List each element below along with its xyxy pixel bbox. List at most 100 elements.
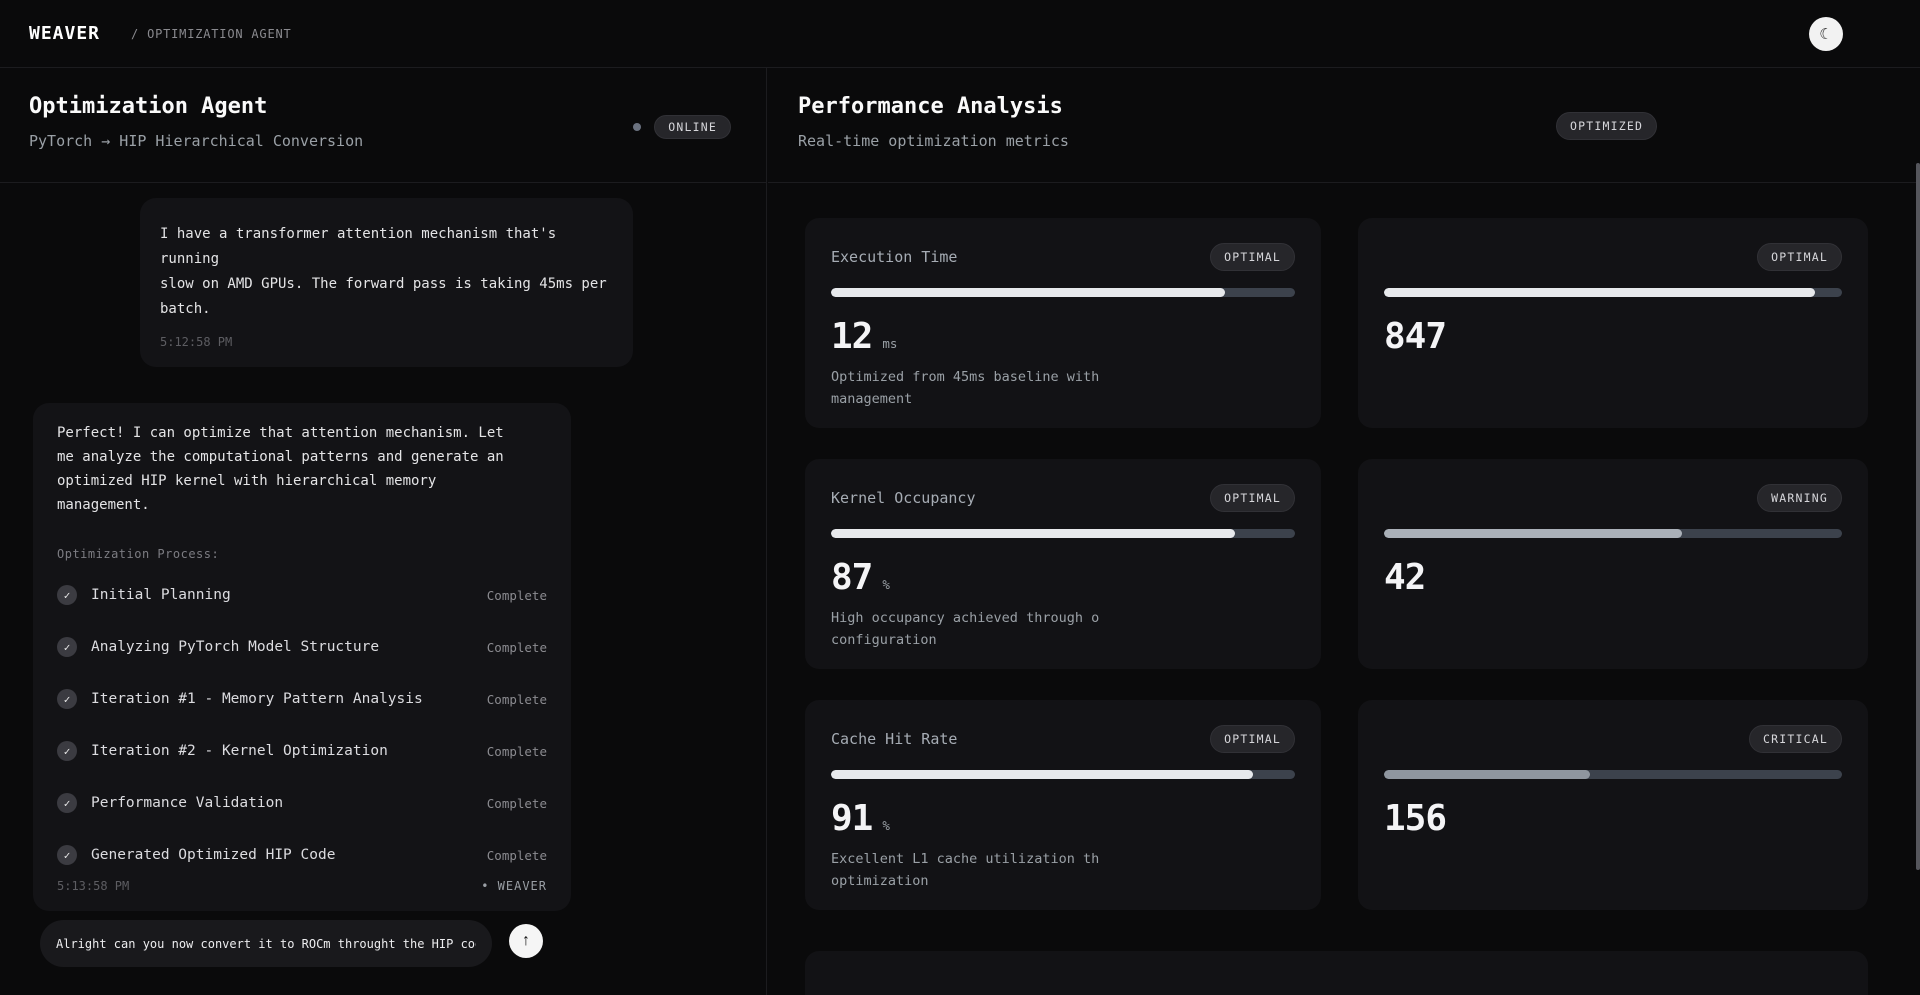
partial-card [805,951,1868,995]
metric-value-row: 847 [1384,319,1842,355]
progress-bar-fill [1384,529,1682,538]
check-icon: ✓ [57,845,77,865]
check-icon: ✓ [57,585,77,605]
metric-unit: % [882,577,890,592]
metric-value: 87 [831,557,873,598]
progress-bar-track [831,529,1295,538]
metrics-title: Performance Analysis [798,94,1063,119]
optimized-status-badge: OPTIMIZED [1556,112,1658,140]
progress-bar-track [1384,288,1842,297]
metric-card-header: WARNING [1384,484,1842,512]
metrics-panel: Performance Analysis Real-time optimizat… [768,68,1920,995]
process-step-row: ✓ Iteration #1 - Memory Pattern Analysis… [57,689,547,709]
metric-value: 12 [831,316,873,357]
agent-status: ONLINE [633,115,731,139]
metric-value: 42 [1384,557,1426,598]
metric-description: Excellent L1 cache utilization th optimi… [831,851,1100,889]
metric-card-header: CRITICAL [1384,725,1842,753]
check-icon: ✓ [57,637,77,657]
metrics-subtitle: Real-time optimization metrics [798,132,1069,150]
step-status: Complete [486,691,547,707]
check-icon: ✓ [57,793,77,813]
metric-description: High occupancy achieved through o config… [831,610,1100,648]
arrow-up-icon: ↑ [522,932,530,949]
online-dot-icon [633,123,642,131]
agent-message-text: Perfect! I can optimize that attention m… [57,425,504,513]
metric-status-badge: CRITICAL [1749,725,1842,753]
progress-bar-track [1384,529,1842,538]
brand-logo: WEAVER [29,23,101,44]
metric-unit: % [882,818,890,833]
step-status: Complete [486,847,547,863]
breadcrumb: / OPTIMIZATION AGENT [131,26,292,41]
metric-card: WARNING 42 [1358,459,1868,669]
step-label: Performance Validation [91,795,284,811]
user-message-text: I have a transformer attention mechanism… [160,226,607,317]
agent-message-bubble: Perfect! I can optimize that attention m… [33,403,571,911]
step-status: Complete [486,639,547,655]
metric-unit: ms [882,336,898,351]
chat-message-list: I have a transformer attention mechanism… [0,184,766,995]
process-label: Optimization Process: [57,547,220,561]
progress-bar-track [831,288,1295,297]
process-step-row: ✓ Iteration #2 - Kernel Optimization Com… [57,741,547,761]
metric-card: OPTIMAL 847 [1358,218,1868,428]
metric-card: Cache Hit Rate OPTIMAL 91 % Excellent L1… [805,700,1321,910]
process-step-row: ✓ Performance Validation Complete [57,793,547,813]
online-status-badge: ONLINE [654,115,731,139]
metric-title: Execution Time [831,248,958,266]
metric-status-badge: OPTIMAL [1210,243,1295,271]
user-message-time: 5:12:58 PM [160,335,233,349]
user-message-bubble: I have a transformer attention mechanism… [140,198,633,367]
progress-bar-fill [831,288,1226,297]
message-composer [40,920,492,967]
step-label: Generated Optimized HIP Code [91,847,336,863]
step-label: Initial Planning [91,587,231,603]
send-button[interactable]: ↑ [509,924,543,958]
step-status: Complete [486,587,547,603]
app-header: WEAVER / OPTIMIZATION AGENT ☾ [0,0,1920,68]
step-label: Iteration #1 - Memory Pattern Analysis [91,691,423,707]
chat-panel-header: Optimization Agent PyTorch → HIP Hierarc… [0,68,766,183]
agent-message-footer: 5:13:58 PM • WEAVER [57,879,547,893]
metric-card: Execution Time OPTIMAL 12 ms Optimized f… [805,218,1321,428]
metric-status-badge: OPTIMAL [1210,725,1295,753]
metric-card: CRITICAL 156 [1358,700,1868,910]
metric-card-header: Execution Time OPTIMAL [831,243,1295,271]
metric-title: Cache Hit Rate [831,730,958,748]
step-status: Complete [486,743,547,759]
process-step-row: ✓ Generated Optimized HIP Code Complete [57,845,547,865]
step-status: Complete [486,795,547,811]
metric-title: Kernel Occupancy [831,489,976,507]
metric-value: 91 [831,798,873,839]
progress-bar-fill [831,770,1254,779]
agent-message-time: 5:13:58 PM [57,879,130,893]
metric-description: Optimized from 45ms baseline with manage… [831,369,1100,407]
metric-card-header: Cache Hit Rate OPTIMAL [831,725,1295,753]
moon-icon: ☾ [1819,26,1833,43]
metric-card-header: Kernel Occupancy OPTIMAL [831,484,1295,512]
theme-toggle-button[interactable]: ☾ [1809,17,1843,51]
metric-card: Kernel Occupancy OPTIMAL 87 % High occup… [805,459,1321,669]
progress-bar-track [831,770,1295,779]
message-input[interactable] [54,935,478,952]
metric-cards-grid: Execution Time OPTIMAL 12 ms Optimized f… [805,218,1868,910]
progress-bar-fill [1384,770,1591,779]
step-label: Analyzing PyTorch Model Structure [91,639,380,655]
page-subtitle: PyTorch → HIP Hierarchical Conversion [29,132,364,150]
metric-value-row: 91 % [831,801,1295,837]
process-step-row: ✓ Initial Planning Complete [57,585,547,605]
metric-value-row: 42 [1384,560,1842,596]
process-step-row: ✓ Analyzing PyTorch Model Structure Comp… [57,637,547,657]
metric-status-badge: OPTIMAL [1210,484,1295,512]
vertical-scrollbar[interactable] [1916,163,1920,870]
metric-value-row: 87 % [831,560,1295,596]
agent-sender-label: • WEAVER [481,879,547,893]
metric-status-badge: OPTIMAL [1757,243,1842,271]
page-title: Optimization Agent [29,94,268,119]
metric-value-row: 156 [1384,801,1842,837]
metric-value: 847 [1384,316,1447,357]
chat-panel: Optimization Agent PyTorch → HIP Hierarc… [0,68,767,995]
metrics-panel-header: Performance Analysis Real-time optimizat… [768,68,1920,183]
metric-status-badge: WARNING [1757,484,1842,512]
